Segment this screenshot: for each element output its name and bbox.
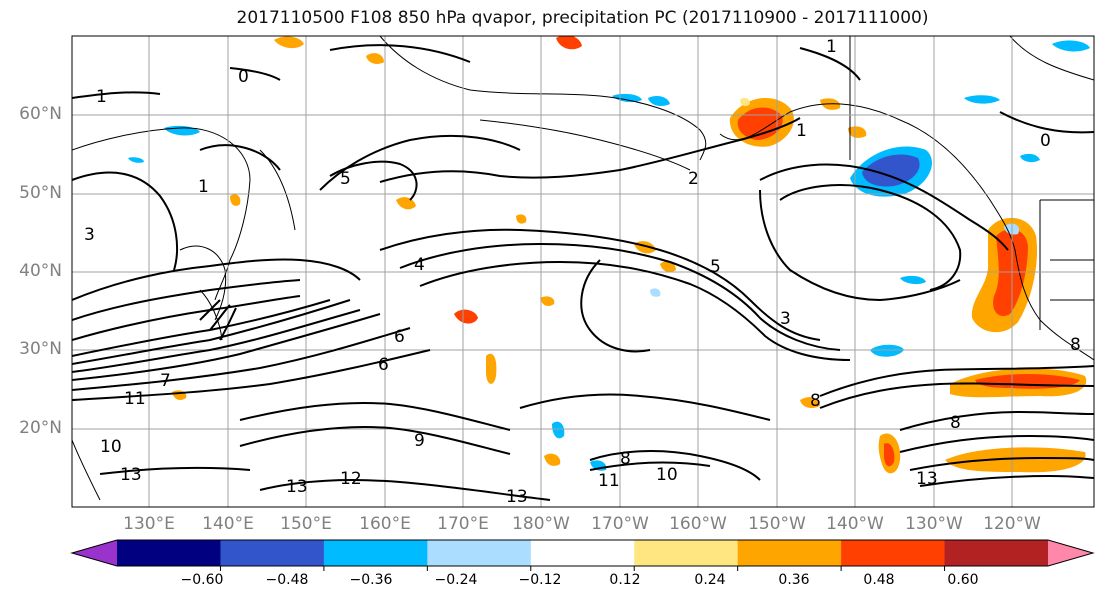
lat-label: 30°N (19, 339, 62, 359)
lon-label: 170°W (591, 514, 649, 534)
contour-label: 11 (124, 389, 146, 409)
lon-label: 120°W (983, 514, 1041, 534)
lon-label: 160°E (359, 514, 411, 534)
contour-label: 13 (120, 465, 142, 485)
lat-label: 40°N (19, 261, 62, 281)
contour-label: 3 (780, 309, 791, 329)
lon-label: 140°W (826, 514, 884, 534)
contour-label: 5 (340, 169, 351, 189)
qvapor-contours (72, 44, 1094, 501)
contour-label: 10 (656, 465, 678, 485)
contour-label: 8 (810, 391, 821, 411)
lat-label: 50°N (19, 183, 62, 203)
map-area (72, 36, 1094, 507)
lon-label: 140°E (202, 514, 254, 534)
contour-label: 8 (620, 449, 631, 469)
contour-label: 10 (100, 437, 122, 457)
lon-label: 160°W (669, 514, 727, 534)
colorbar-tick-label: −0.24 (434, 572, 478, 588)
colorbar-extend-high (1048, 540, 1093, 566)
colorbar-segment (944, 540, 1049, 566)
colorbar-tick-label: −0.36 (349, 572, 393, 588)
contour-label: 8 (1070, 335, 1081, 355)
contour-label: 5 (710, 257, 721, 277)
lon-label: 130°W (905, 514, 963, 534)
contour-label: 13 (286, 477, 308, 497)
colorbar-segment (841, 540, 946, 566)
lat-label: 20°N (19, 418, 62, 438)
colorbar-tick-label: −0.60 (180, 572, 224, 588)
contour-label: 9 (414, 431, 425, 451)
graticule (72, 36, 1094, 507)
lon-label: 180°W (512, 514, 570, 534)
contour-label: 1 (198, 177, 209, 197)
lon-label: 150°E (280, 514, 332, 534)
contour-label: 0 (238, 67, 249, 87)
lat-label: 60°N (19, 104, 62, 124)
contour-label: 1 (826, 37, 837, 57)
contour-labels: 1 0 1 1 3 5 2 1 0 4 5 3 6 6 7 8 9 10 11 … (84, 37, 1081, 507)
colorbar-segment (220, 540, 325, 566)
map-title: 2017110500 F108 850 hPa qvapor, precipit… (236, 8, 929, 28)
lon-label: 130°E (123, 514, 175, 534)
colorbar-tick-label: 0.36 (778, 572, 810, 588)
contour-label: 4 (414, 255, 425, 275)
colorbar-tick-label: 0.48 (863, 572, 895, 588)
contour-label: 3 (84, 225, 95, 245)
colorbar-segment (634, 540, 739, 566)
colorbar-tick-label: 0.12 (609, 572, 641, 588)
colorbar-segment (530, 540, 635, 566)
colorbar-extend-low (72, 540, 117, 566)
colorbar-tick-label: −0.12 (518, 572, 562, 588)
contour-label: 11 (598, 471, 620, 491)
lon-label: 150°W (748, 514, 806, 534)
colorbar-tick-label: 0.24 (694, 572, 726, 588)
contour-label: 2 (688, 169, 699, 189)
colorbar-segment (427, 540, 532, 566)
contour-label: 1 (796, 121, 807, 141)
contour-label: 7 (160, 371, 171, 391)
colorbar (70, 539, 1095, 571)
colorbar-segment (117, 540, 221, 566)
contour-label: 0 (1040, 131, 1051, 151)
contour-label: 1 (96, 87, 107, 107)
contour-label: 8 (950, 413, 961, 433)
colorbar-segment (737, 540, 842, 566)
contour-label: 12 (340, 469, 362, 489)
contour-label: 13 (916, 469, 938, 489)
colorbar-segment (323, 540, 428, 566)
contour-label: 6 (394, 327, 405, 347)
lon-label: 170°E (437, 514, 489, 534)
contour-label: 13 (506, 487, 528, 507)
colorbar-tick-label: 0.60 (947, 572, 979, 588)
borders (849, 36, 1094, 330)
colorbar-tick-label: −0.48 (265, 572, 309, 588)
contour-label: 6 (378, 355, 389, 375)
